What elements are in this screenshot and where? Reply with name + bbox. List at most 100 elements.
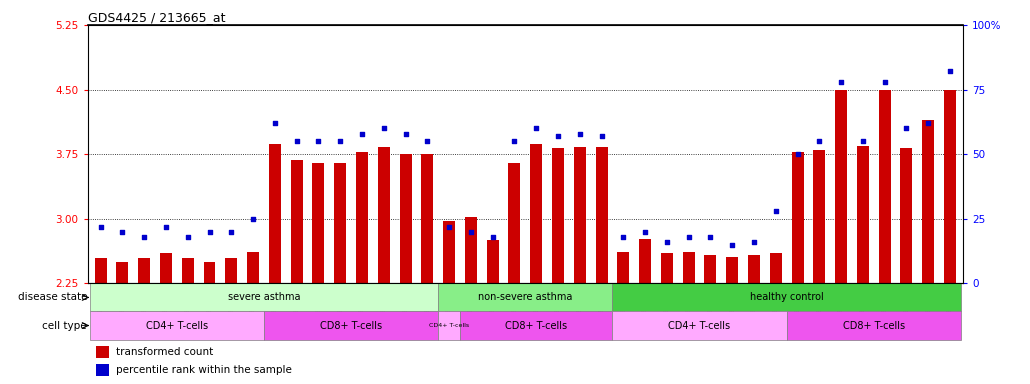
Text: percentile rank within the sample: percentile rank within the sample [115,365,291,375]
Text: transformed count: transformed count [115,347,213,357]
Bar [879,89,891,283]
Point [724,242,741,248]
Point [855,138,871,144]
Bar [748,255,760,283]
Text: CD8+ T-cells: CD8+ T-cells [505,321,568,331]
Bar [835,89,847,283]
Bar [269,144,281,283]
Bar [312,163,324,283]
Text: CD8+ T-cells: CD8+ T-cells [843,321,904,331]
Bar [97,346,109,358]
Text: CD8+ T-cells: CD8+ T-cells [320,321,382,331]
Point [245,216,262,222]
Bar [138,258,150,283]
Point [811,138,827,144]
Bar [356,152,368,283]
Point [550,133,566,139]
Point [746,239,762,245]
Point [767,208,784,214]
Point [398,131,414,137]
Point [419,138,436,144]
Bar [290,160,303,283]
Point [941,68,958,74]
Bar [639,240,651,283]
Bar [486,240,499,283]
Text: CD4+ T-cells: CD4+ T-cells [430,323,469,328]
Point [441,223,457,230]
Text: non-severe asthma: non-severe asthma [478,293,573,303]
Point [702,234,719,240]
Bar [530,144,542,283]
Bar [900,148,913,283]
Point [224,228,240,235]
Bar [509,163,520,283]
Point [158,223,174,230]
Bar [661,253,673,283]
Point [789,151,805,157]
Point [353,131,370,137]
Bar [574,147,586,283]
Bar [438,311,460,339]
Text: CD4+ T-cells: CD4+ T-cells [146,321,208,331]
Bar [95,258,107,283]
Text: healthy control: healthy control [750,293,824,303]
Bar [769,253,782,283]
Point [506,138,522,144]
Point [572,131,588,137]
Point [877,79,893,85]
Bar [613,283,961,311]
Bar [683,252,694,283]
Bar [595,147,608,283]
Bar [943,89,956,283]
Bar [400,154,412,283]
Point [920,120,936,126]
Bar [160,253,172,283]
Point [615,234,631,240]
Bar [226,258,237,283]
Bar [247,252,260,283]
Text: GDS4425 / 213665_at: GDS4425 / 213665_at [88,11,225,24]
Point [833,79,850,85]
Bar [116,262,129,283]
Bar [97,364,109,376]
Text: severe asthma: severe asthma [228,293,300,303]
Point [114,228,131,235]
Bar [90,283,438,311]
Point [179,234,196,240]
Bar [922,120,934,283]
Bar [726,257,739,283]
Bar [791,152,803,283]
Point [593,133,610,139]
Bar [204,262,215,283]
Point [93,223,109,230]
Bar [443,220,455,283]
Point [332,138,348,144]
Point [288,138,305,144]
Bar [705,255,717,283]
Bar [90,311,264,339]
Bar [378,147,389,283]
Bar [465,217,477,283]
Point [136,234,152,240]
Text: disease state: disease state [18,293,88,303]
Bar [460,311,613,339]
Bar [334,163,346,283]
Bar [264,311,438,339]
Bar [814,150,825,283]
Bar [552,148,564,283]
Bar [421,154,434,283]
Text: CD4+ T-cells: CD4+ T-cells [668,321,730,331]
Point [658,239,675,245]
Point [462,228,479,235]
Point [898,125,915,131]
Bar [181,258,194,283]
Bar [613,311,787,339]
Point [637,228,653,235]
Point [201,228,217,235]
Point [681,234,697,240]
Point [310,138,327,144]
Text: cell type: cell type [42,321,88,331]
Point [484,234,501,240]
Point [376,125,392,131]
Point [528,125,545,131]
